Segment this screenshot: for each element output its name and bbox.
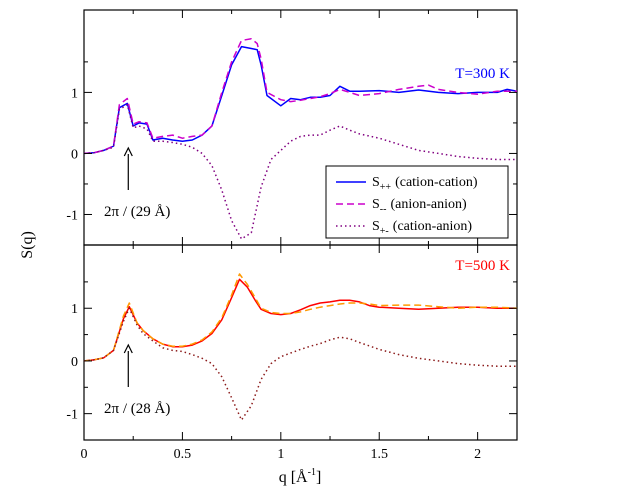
top-y-tick-label: 0 (71, 147, 78, 162)
bottom-temperature-label: T=500 K (455, 258, 510, 274)
bottom-y-tick-label: 1 (71, 302, 78, 317)
plot-layer (83, 37, 518, 421)
x-tick-label: 0.5 (174, 447, 192, 462)
top-peak-annotation: 2π / (29 Å) (104, 204, 170, 220)
legend-label-cation-anion: S+- (cation-anion) (372, 219, 472, 237)
x-tick-label: 1 (277, 447, 284, 462)
bottom-series-dashed-line (83, 273, 518, 362)
legend-box (325, 165, 509, 239)
bottom-y-tick-label: -1 (66, 408, 78, 423)
x-axis-title: q [Å-1] (279, 467, 322, 486)
bottom-peak-annotation: 2π / (28 Å) (104, 401, 170, 417)
top-temperature-label: T=300 K (455, 66, 510, 82)
y-axis-title: S(q) (19, 231, 36, 259)
bottom-y-tick-label: 0 (71, 355, 78, 370)
legend-label-anion-anion: S-- (anion-anion) (372, 197, 467, 215)
legend: S++ (cation-cation) S-- (anion-anion) S+-(… (325, 165, 509, 239)
top-arrow-head (123, 146, 133, 157)
axis-layer: -1 0 1 T=300 K 2π / (29 Å) -1 0 1 T=500 K 2π / (2… (66, 10, 517, 462)
bottom-series-solid-line (83, 278, 517, 362)
x-tick-label: 0 (81, 447, 88, 462)
top-series-solid-line (83, 45, 518, 155)
top-y-tick-label: -1 (66, 208, 78, 223)
top-y-tick-label: 1 (71, 86, 78, 101)
x-tick-label: 1.5 (370, 447, 388, 462)
legend-label-cation-cation: S++ (cation-cation) (372, 175, 478, 193)
top-series-dashed-line (83, 37, 517, 155)
bottom-arrow-head (123, 343, 133, 354)
bottom-panel-frame (83, 244, 518, 441)
top-series-dotted-line (83, 103, 517, 240)
x-tick-label: 2 (474, 447, 481, 462)
